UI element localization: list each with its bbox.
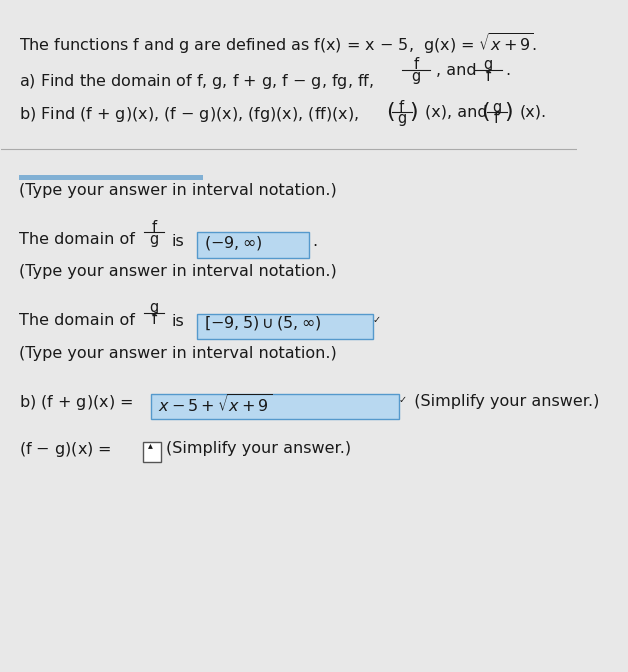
- Text: g: g: [149, 232, 159, 247]
- Text: g: g: [492, 99, 501, 115]
- Text: (: (: [481, 102, 489, 122]
- FancyBboxPatch shape: [19, 175, 203, 180]
- Text: .: .: [506, 62, 511, 78]
- FancyBboxPatch shape: [197, 314, 373, 339]
- Text: (: (: [386, 102, 394, 122]
- Text: (x).: (x).: [519, 105, 547, 120]
- Text: is: is: [171, 234, 184, 249]
- Text: f: f: [413, 58, 419, 73]
- Text: , and: , and: [436, 62, 477, 78]
- Text: The domain of: The domain of: [19, 233, 134, 247]
- Text: $[-9,5)\cup(5,\infty)$: $[-9,5)\cup(5,\infty)$: [204, 314, 322, 332]
- FancyBboxPatch shape: [197, 233, 310, 257]
- Text: a) Find the domain of f, g, f $+$ g, f $-$ g, fg, ff,: a) Find the domain of f, g, f $+$ g, f $…: [19, 72, 374, 91]
- Text: (Simplify your answer.): (Simplify your answer.): [166, 441, 350, 456]
- Text: f: f: [399, 99, 404, 115]
- FancyBboxPatch shape: [151, 394, 399, 419]
- Text: ): ): [504, 102, 512, 122]
- Text: (Simplify your answer.): (Simplify your answer.): [404, 394, 600, 409]
- Text: $x - 5 + \sqrt{x+9}$: $x - 5 + \sqrt{x+9}$: [158, 394, 272, 416]
- Text: ): ): [409, 102, 418, 122]
- Text: f: f: [494, 111, 499, 126]
- Text: f: f: [485, 69, 490, 84]
- Text: f: f: [151, 220, 156, 235]
- Text: $\checkmark$: $\checkmark$: [372, 314, 381, 324]
- Text: $(-9,\infty)$: $(-9,\infty)$: [204, 234, 263, 251]
- Text: f: f: [151, 312, 156, 327]
- Text: b) (f $+$ g)(x) =: b) (f $+$ g)(x) =: [19, 393, 133, 412]
- Text: The functions f and g are defined as f(x) = x $-$ 5,  g(x) = $\sqrt{x+9}$.: The functions f and g are defined as f(x…: [19, 32, 537, 56]
- Text: g: g: [411, 69, 421, 84]
- Text: $\checkmark$: $\checkmark$: [398, 394, 406, 405]
- Text: g: g: [149, 300, 159, 315]
- Text: (Type your answer in interval notation.): (Type your answer in interval notation.): [19, 346, 337, 361]
- Text: is: is: [171, 314, 184, 329]
- Text: b) Find (f $+$ g)(x), (f $-$ g)(x), (fg)(x), (ff)(x),: b) Find (f $+$ g)(x), (f $-$ g)(x), (fg)…: [19, 105, 359, 124]
- Text: (Type your answer in interval notation.): (Type your answer in interval notation.): [19, 183, 337, 198]
- Text: $\blacktriangle$: $\blacktriangle$: [146, 441, 153, 451]
- Text: .: .: [312, 234, 318, 249]
- Text: The domain of: The domain of: [19, 312, 134, 327]
- Text: (Type your answer in interval notation.): (Type your answer in interval notation.): [19, 264, 337, 280]
- Text: g: g: [397, 111, 406, 126]
- Text: (x), and: (x), and: [425, 105, 487, 120]
- Text: (f $-$ g)(x) =: (f $-$ g)(x) =: [19, 439, 111, 459]
- FancyBboxPatch shape: [143, 442, 161, 462]
- Text: g: g: [484, 58, 492, 73]
